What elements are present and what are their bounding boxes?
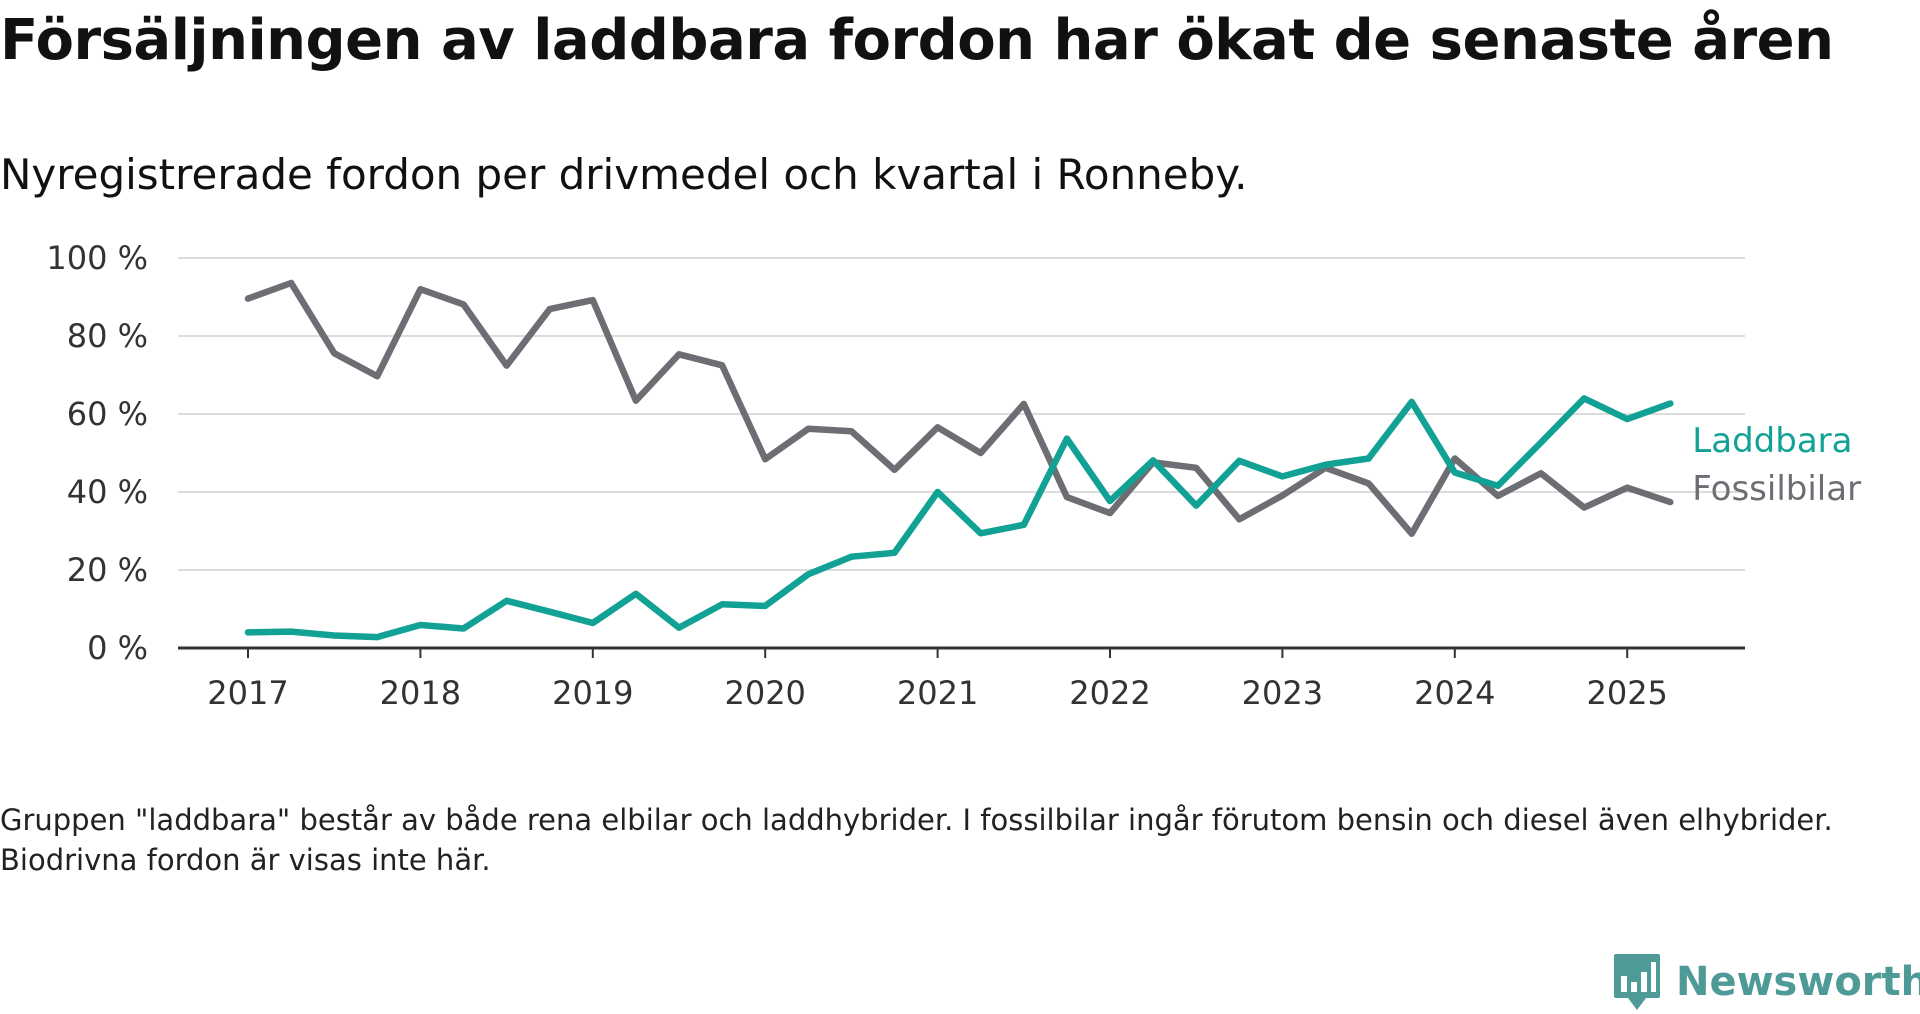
series-label-fossilbilar: Fossilbilar (1692, 469, 1861, 509)
y-tick-label: 80 % (67, 317, 148, 355)
y-tick-label: 0 % (87, 629, 148, 667)
y-tick-label: 40 % (67, 473, 148, 511)
y-axis: 0 % 20 % 40 % 60 % 80 % 100 % (46, 239, 148, 667)
series-labels: Laddbara Fossilbilar (1692, 421, 1861, 509)
brand-name: Newsworthy (1676, 959, 1920, 1005)
gridlines (178, 257, 1745, 571)
footnote: Gruppen "laddbara" består av både rena e… (0, 803, 1833, 877)
series-line-laddbara (244, 395, 1674, 641)
newsworthy-logo-icon (1614, 954, 1660, 1010)
series-line-fossilbilar (244, 279, 1674, 537)
x-axis: 2017 2018 2019 2020 2021 2022 2023 2024 2025 (178, 646, 1745, 712)
y-tick-label: 60 % (67, 395, 148, 433)
y-tick-label: 100 % (46, 239, 148, 277)
x-tick-label: 2022 (1069, 674, 1150, 712)
x-tick-label: 2019 (552, 674, 633, 712)
x-tick-label: 2023 (1242, 674, 1323, 712)
brand-logo: Newsworthy (1612, 950, 1920, 1014)
x-tick-label: 2020 (724, 674, 805, 712)
x-tick-label: 2017 (207, 674, 288, 712)
chart-subtitle: Nyregistrerade fordon per drivmedel och … (0, 150, 1248, 199)
series-label-laddbara: Laddbara (1692, 421, 1852, 461)
x-tick-label: 2024 (1414, 674, 1495, 712)
series-lines (244, 279, 1674, 641)
y-tick-label: 20 % (67, 551, 148, 589)
x-tick-label: 2025 (1586, 674, 1667, 712)
x-tick-label: 2018 (380, 674, 461, 712)
x-tick-label: 2021 (897, 674, 978, 712)
chart-title: Försäljningen av laddbara fordon har öka… (0, 8, 1834, 73)
